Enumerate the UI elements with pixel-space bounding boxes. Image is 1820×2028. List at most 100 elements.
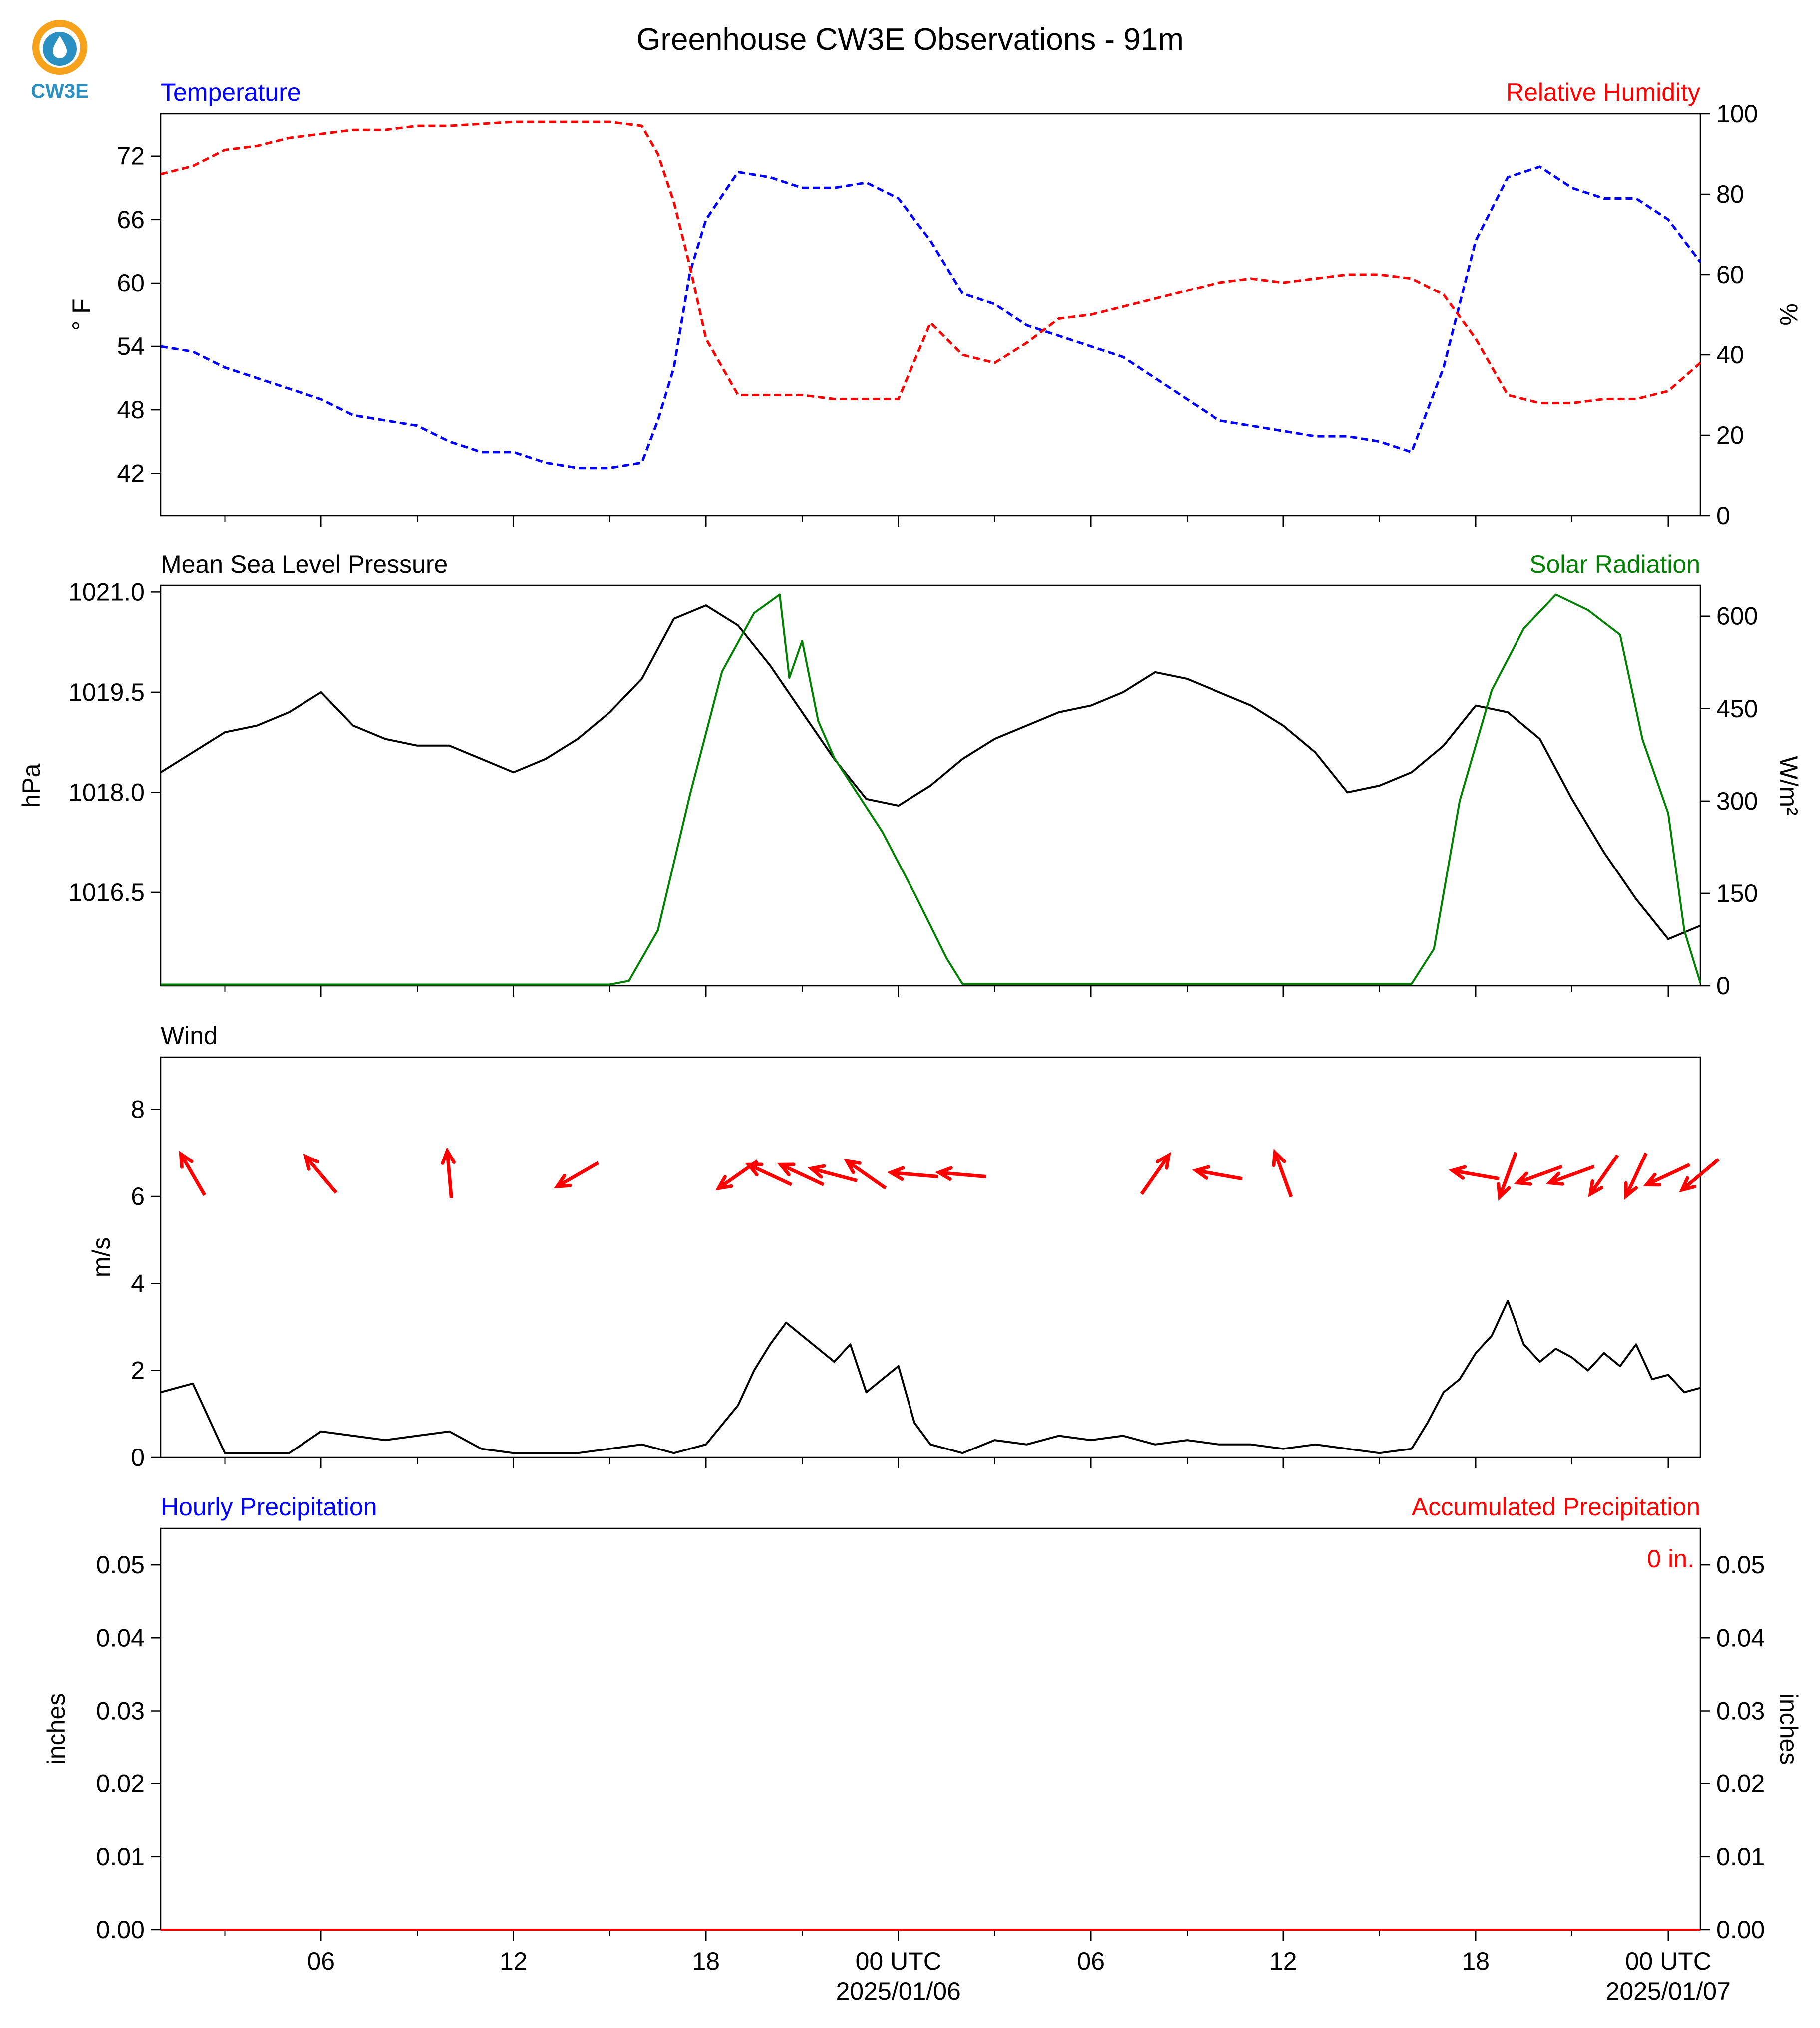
x-tick-label: 06 xyxy=(1077,1947,1105,1975)
wind-arrow-head xyxy=(807,1164,826,1179)
wind-arrow-head xyxy=(1624,1181,1638,1200)
y-tick-label: 54 xyxy=(117,332,145,360)
wind-arrow-shaft xyxy=(1273,1152,1293,1198)
wind-arrow-shaft xyxy=(846,1159,887,1190)
wind-arrow-head xyxy=(1155,1152,1171,1170)
panel-left-title: Temperature xyxy=(161,78,301,106)
y2-tick-label: 600 xyxy=(1716,602,1758,630)
wind-arrow-shaft xyxy=(780,1163,825,1186)
plot-frame xyxy=(160,113,1701,517)
wind-arrow-shaft xyxy=(445,1151,453,1198)
plot-frame xyxy=(160,1056,1701,1458)
wind-arrow-head xyxy=(715,1175,733,1191)
y2-tick-label: 0.05 xyxy=(1716,1551,1765,1579)
y-axis-label: hPa xyxy=(17,763,45,808)
y-tick-label: 1021.0 xyxy=(68,578,145,606)
y2-tick-label: 0.02 xyxy=(1716,1770,1765,1798)
wind-arrow-head xyxy=(1643,1172,1662,1187)
y-axis-label: inches xyxy=(42,1693,70,1765)
wind-arrow-shaft xyxy=(1517,1164,1563,1184)
y-tick-label: 0.00 xyxy=(96,1916,145,1944)
panel-temperature-humidity: Temperature Relative Humidity 42 48 54 60 66 72… xyxy=(67,78,1803,530)
wind-arrow-head xyxy=(1497,1182,1511,1201)
y-axis-label: m/s xyxy=(87,1237,115,1278)
y-tick-label: 1019.5 xyxy=(68,678,145,706)
y2-tick-label: 60 xyxy=(1716,261,1744,289)
panel-wind: Wind 0 2 4 6 8 m/s xyxy=(87,1022,1720,1471)
x-tick-label: 06 xyxy=(307,1947,335,1975)
panels: Temperature Relative Humidity424854606672… xyxy=(17,78,1803,2005)
y-tick-label: 2 xyxy=(131,1357,145,1385)
wind-arrow-head xyxy=(934,1166,953,1181)
wind-arrow-head xyxy=(179,1151,194,1169)
y-tick-label: 8 xyxy=(131,1096,145,1124)
y-tick-label: 0.04 xyxy=(96,1624,145,1652)
wind-direction-arrows xyxy=(179,1147,1720,1201)
y2-tick-label: 20 xyxy=(1716,421,1744,449)
date-label: 2025/01/06 xyxy=(836,1977,961,2005)
wind-arrow-shaft xyxy=(1624,1152,1648,1197)
date-label: 2025/01/07 xyxy=(1606,1977,1731,2005)
y2-tick-label: 0.00 xyxy=(1716,1916,1765,1944)
y2-tick-label: 150 xyxy=(1716,879,1758,907)
wind-arrow-head xyxy=(1272,1149,1286,1167)
wind-arrow-shaft xyxy=(811,1166,858,1183)
y2-tick-label: 100 xyxy=(1716,100,1758,128)
y2-axis-label: W/m² xyxy=(1775,756,1803,815)
wind-arrow-head xyxy=(554,1174,572,1189)
y2-tick-label: 450 xyxy=(1716,695,1758,723)
wind-arrow-head xyxy=(1192,1165,1210,1180)
wind-arrow-shaft xyxy=(1549,1164,1595,1184)
y-tick-label: 6 xyxy=(131,1182,145,1210)
y-tick-label: 0.05 xyxy=(96,1551,145,1579)
panel-right-title: Solar Radiation xyxy=(1529,550,1700,578)
wind-arrow-head xyxy=(1448,1165,1467,1180)
panel-pressure-solar: Mean Sea Level Pressure Solar Radiation 10… xyxy=(17,550,1803,1000)
wind-arrow-head xyxy=(777,1162,796,1176)
wind-arrow-shaft xyxy=(1140,1154,1170,1195)
series-line-relative-humidity xyxy=(160,120,1701,405)
y-tick-label: 0 xyxy=(131,1444,145,1471)
y-tick-label: 4 xyxy=(131,1269,145,1297)
series-line-solar-radiation xyxy=(161,593,1701,986)
wind-arrow-shaft xyxy=(179,1153,207,1196)
wind-arrow-shaft xyxy=(938,1170,986,1178)
wind-arrow-head xyxy=(303,1153,319,1171)
wind-arrow-shaft xyxy=(1195,1168,1243,1181)
wind-arrow-shaft xyxy=(891,1170,938,1178)
y2-tick-label: 40 xyxy=(1716,341,1744,369)
panel-right-title: Relative Humidity xyxy=(1506,78,1700,106)
wind-arrow-head xyxy=(887,1166,905,1181)
y-tick-label: 48 xyxy=(117,396,145,424)
wind-arrow-head xyxy=(1545,1171,1564,1186)
panel-left-title: Wind xyxy=(161,1022,218,1050)
wind-arrow-head xyxy=(441,1147,456,1165)
panel-left-title: Hourly Precipitation xyxy=(161,1493,377,1521)
y-tick-label: 66 xyxy=(117,206,145,234)
y2-tick-label: 300 xyxy=(1716,787,1758,815)
cw3e-logo: CW3E xyxy=(31,20,89,102)
wind-arrow-shaft xyxy=(556,1161,600,1188)
y2-axis-label: % xyxy=(1775,303,1803,325)
y-tick-label: 42 xyxy=(117,459,145,487)
y-tick-label: 0.02 xyxy=(96,1770,145,1798)
plot-frame xyxy=(160,584,1701,987)
x-tick-label: 00 UTC xyxy=(856,1947,941,1975)
wind-arrow-head xyxy=(745,1162,764,1176)
series-line-mean-sea-level-pressure xyxy=(160,604,1701,940)
x-tick-label: 12 xyxy=(1269,1947,1297,1975)
panel-left-title: Mean Sea Level Pressure xyxy=(161,550,448,578)
wind-arrow-shaft xyxy=(1498,1152,1518,1198)
wind-arrow-head xyxy=(1679,1176,1697,1193)
y2-tick-label: 0.03 xyxy=(1716,1697,1765,1725)
wind-arrow-shaft xyxy=(1589,1154,1619,1195)
series-line-temperature xyxy=(160,165,1701,470)
panel-right-title: Accumulated Precipitation xyxy=(1412,1493,1700,1521)
logo-ring xyxy=(32,20,87,75)
wind-arrow-head xyxy=(1588,1179,1604,1197)
y2-tick-label: 0 xyxy=(1716,502,1730,530)
y2-tick-label: 0.01 xyxy=(1716,1843,1765,1871)
wind-arrow-head xyxy=(1514,1171,1532,1186)
x-tick-label: 12 xyxy=(500,1947,528,1975)
